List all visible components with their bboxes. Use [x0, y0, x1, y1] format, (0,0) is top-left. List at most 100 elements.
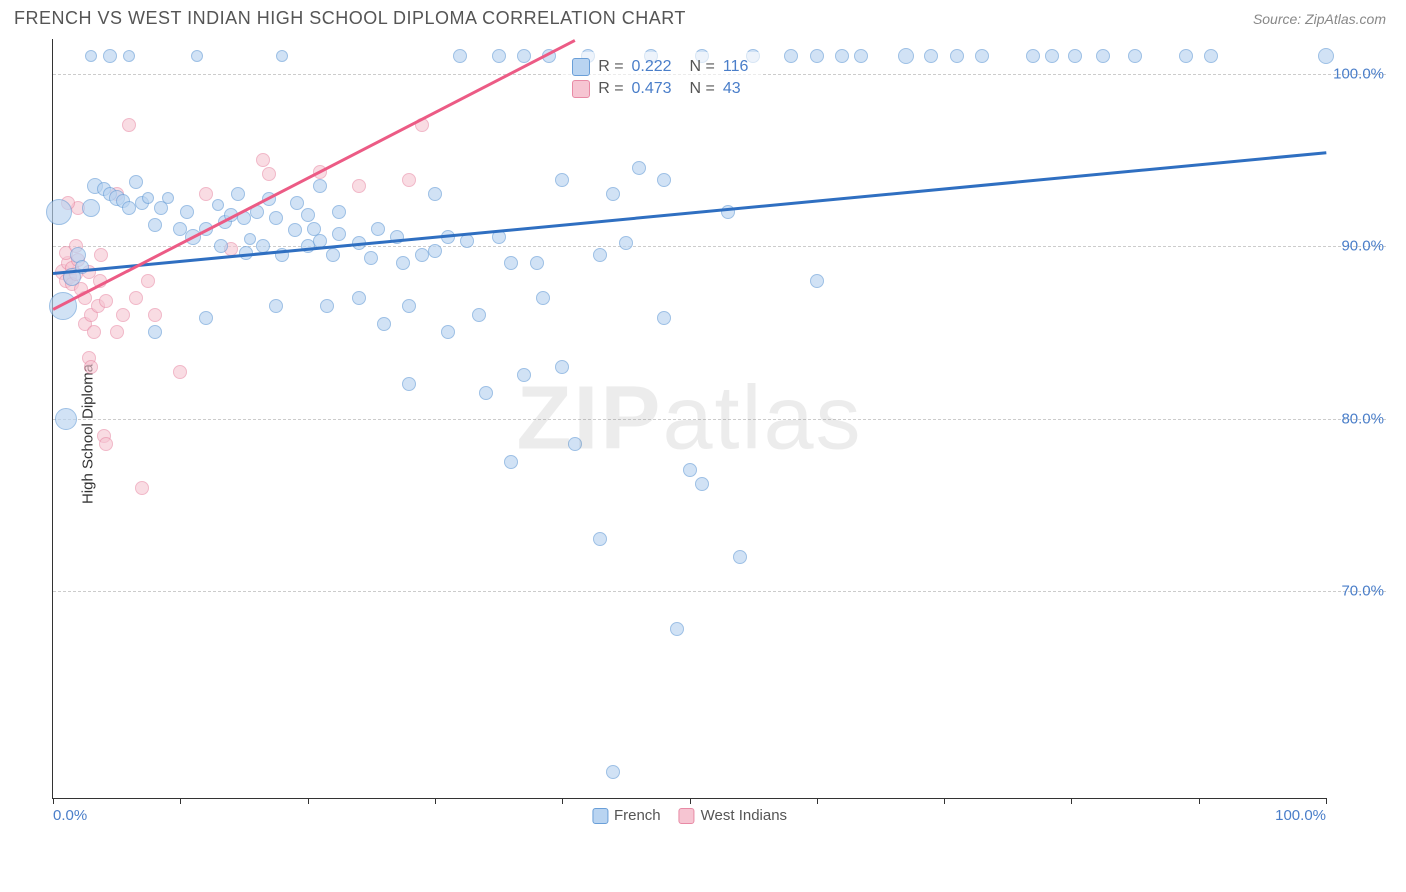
french-point [231, 187, 245, 201]
plot-area: ZIPatlas 70.0%80.0%90.0%100.0%0.0%100.0%… [52, 39, 1326, 799]
west_indians-point [141, 274, 155, 288]
west_indians-point [148, 308, 162, 322]
west_indians-point [129, 291, 143, 305]
west_indians-trendline [52, 39, 575, 310]
french-point [504, 256, 518, 270]
french-point [593, 248, 607, 262]
french-point [683, 463, 697, 477]
french-point [784, 49, 798, 63]
legend-item-west_indians: West Indians [679, 807, 787, 824]
french-point [320, 299, 334, 313]
west_indians-point [94, 248, 108, 262]
chart-header: FRENCH VS WEST INDIAN HIGH SCHOOL DIPLOM… [0, 0, 1406, 39]
french-swatch [572, 58, 590, 76]
west_indians-point [116, 308, 130, 322]
r-value: 0.222 [632, 58, 682, 76]
x-tick [690, 798, 691, 804]
x-tick [53, 798, 54, 804]
french-point [657, 173, 671, 187]
west_indians-point [256, 153, 270, 167]
legend-row-french: R =0.222N =116 [572, 56, 753, 78]
x-tick [308, 798, 309, 804]
french-point [313, 179, 327, 193]
r-value: 0.473 [632, 80, 682, 98]
french-point [103, 49, 117, 63]
french-point [180, 205, 194, 219]
n-label: N = [690, 58, 715, 76]
french-point [1045, 49, 1059, 63]
french-point [276, 50, 288, 62]
french-point [898, 48, 914, 64]
french-point [1026, 49, 1040, 63]
french-point [530, 256, 544, 270]
west_indians-point [99, 437, 113, 451]
french-swatch-icon [592, 808, 608, 824]
french-point [441, 325, 455, 339]
french-point [290, 196, 304, 210]
french-point [555, 173, 569, 187]
french-point [46, 199, 72, 225]
west_indians-point [84, 360, 98, 374]
west_indians-point [402, 173, 416, 187]
west_indians-point [173, 365, 187, 379]
n-value: 43 [723, 80, 753, 98]
x-tick [1199, 798, 1200, 804]
french-point [1204, 49, 1218, 63]
french-point [396, 256, 410, 270]
x-tick [817, 798, 818, 804]
r-label: R = [598, 80, 623, 98]
french-point [352, 291, 366, 305]
french-point [1179, 49, 1193, 63]
legend-label: West Indians [701, 807, 787, 824]
x-tick-label: 100.0% [1275, 807, 1326, 824]
french-point [695, 477, 709, 491]
french-point [555, 360, 569, 374]
french-point [148, 218, 162, 232]
french-point [472, 308, 486, 322]
french-point [244, 233, 256, 245]
gridline [53, 591, 1386, 592]
x-tick [180, 798, 181, 804]
french-point [606, 765, 620, 779]
french-point [142, 192, 154, 204]
french-point [504, 455, 518, 469]
french-point [402, 377, 416, 391]
french-point [428, 244, 442, 258]
west_indians-point [87, 325, 101, 339]
french-point [301, 208, 315, 222]
french-point [55, 408, 77, 430]
chart-container: High School Diploma ZIPatlas 70.0%80.0%9… [52, 39, 1386, 829]
french-point [371, 222, 385, 236]
y-tick-label: 100.0% [1333, 65, 1384, 82]
n-value: 116 [723, 58, 753, 76]
west_indians-point [199, 187, 213, 201]
west_indians-point [110, 325, 124, 339]
gridline [53, 419, 1386, 420]
french-point [1128, 49, 1142, 63]
french-point [632, 161, 646, 175]
french-point [950, 49, 964, 63]
french-point [1318, 48, 1334, 64]
french-point [199, 311, 213, 325]
french-point [326, 248, 340, 262]
x-tick [562, 798, 563, 804]
y-tick-label: 80.0% [1341, 410, 1384, 427]
french-point [854, 49, 868, 63]
french-point [212, 199, 224, 211]
n-label: N = [690, 80, 715, 98]
french-point [606, 187, 620, 201]
french-point [619, 236, 633, 250]
french-point [593, 532, 607, 546]
french-point [733, 550, 747, 564]
french-point [460, 234, 474, 248]
french-point [835, 49, 849, 63]
french-point [670, 622, 684, 636]
french-point [269, 299, 283, 313]
french-point [123, 50, 135, 62]
french-point [453, 49, 467, 63]
french-point [1068, 49, 1082, 63]
west_indians-point [135, 481, 149, 495]
french-point [129, 175, 143, 189]
y-tick-label: 70.0% [1341, 583, 1384, 600]
gridline [53, 246, 1386, 247]
